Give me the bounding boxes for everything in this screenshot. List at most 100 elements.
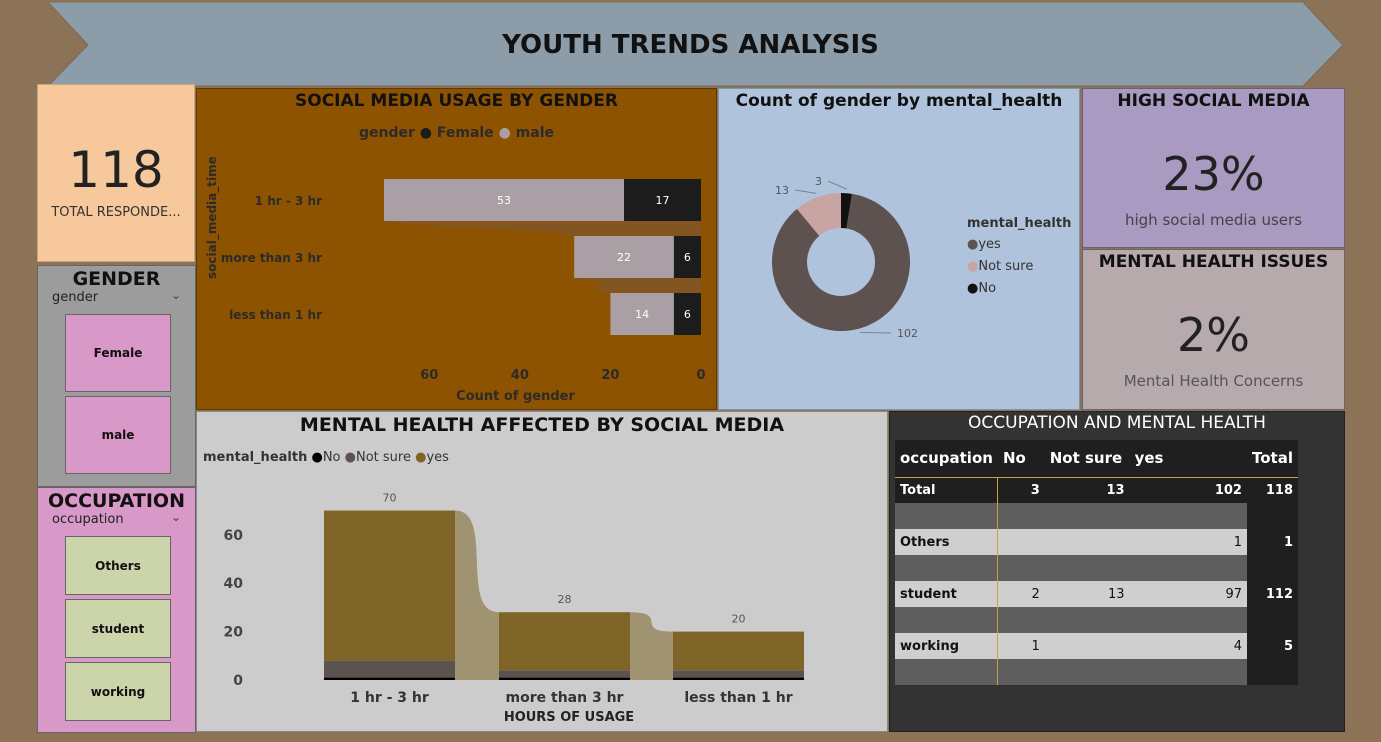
usage-by-gender-chart: 17 53 1 hr - 3 hr 6 22 more than 3 hr 6 14 less …: [221, 179, 706, 383]
data-label: 53: [497, 194, 511, 207]
total-respondents-card[interactable]: 118 TOTAL RESPONDE...: [37, 84, 195, 262]
data-label: 6: [684, 251, 691, 264]
mental-health-issues-title: MENTAL HEALTH ISSUES: [1098, 252, 1329, 272]
donut-slice: [796, 193, 841, 236]
table-cell: [1045, 633, 1130, 659]
mental-health-by-usage-panel: MENTAL HEALTH AFFECTED BY SOCIAL MEDIA m…: [196, 411, 888, 732]
bar-female: [673, 293, 701, 335]
x-tick-label: 20: [601, 368, 619, 383]
high-social-media-card[interactable]: HIGH SOCIAL MEDIA 23% high social media …: [1082, 88, 1345, 248]
header-banner: YOUTH TRENDS ANALYSIS: [38, 2, 1343, 87]
x-tick-label: 0: [696, 368, 705, 383]
ribbon-connector: [574, 278, 701, 293]
legend-entry-no[interactable]: ●No: [967, 281, 1071, 296]
table-row[interactable]: student 2 13 97 112: [895, 581, 1298, 607]
table-spacer-row: [895, 503, 1298, 529]
y-tick-label: 0: [233, 673, 243, 689]
bar-male: [384, 179, 625, 221]
category-label: more than 3 hr: [221, 251, 322, 265]
x-tick-label: 60: [420, 368, 438, 383]
table-cell: 102: [1214, 482, 1242, 498]
banner-shape: [46, 2, 1343, 87]
data-label: 17: [656, 194, 670, 207]
dashboard-title: YOUTH TRENDS ANALYSIS: [502, 30, 879, 60]
mental-health-issues-card[interactable]: MENTAL HEALTH ISSUES 2% Mental Health Co…: [1082, 249, 1345, 410]
occupation-slicer: OCCUPATION occupation ⌄ Others student w…: [37, 487, 196, 733]
chevron-down-icon[interactable]: ⌄: [170, 288, 181, 302]
occupation-slicer-field: occupation: [52, 512, 124, 527]
bar-segment: [499, 670, 630, 678]
column-header[interactable]: occupation: [900, 449, 993, 468]
total-respondents-label: TOTAL RESPONDE...: [51, 205, 181, 220]
data-label: 28: [558, 593, 572, 606]
gender-by-mental-health-panel: Count of gender by mental_health 102 13 3 …: [718, 88, 1080, 410]
legend-entry-not-sure[interactable]: Not sure: [356, 450, 411, 465]
y-tick-label: 40: [224, 576, 244, 592]
table-cell: 112: [1246, 581, 1298, 607]
column-header[interactable]: No: [1002, 449, 1026, 468]
data-label: 6: [684, 308, 691, 321]
legend-dot-icon: ●: [967, 237, 979, 252]
mental-health-xlabel: HOURS OF USAGE: [503, 710, 635, 725]
bar-segment: [673, 670, 804, 678]
chevron-down-icon[interactable]: ⌄: [170, 510, 181, 524]
gender-option-female[interactable]: Female: [65, 314, 171, 392]
table-cell: Others: [900, 534, 950, 550]
gender-option-male[interactable]: male: [65, 396, 171, 474]
legend-dot-icon: ●: [498, 125, 511, 141]
data-label: 3: [815, 175, 822, 188]
category-label: 1 hr - 3 hr: [350, 690, 429, 706]
occupation-table: occupation No Not sure yes Total Total 3…: [895, 440, 1298, 685]
legend-label: yes: [978, 237, 1001, 252]
occupation-option-working[interactable]: working: [65, 662, 171, 721]
table-cell: [1045, 529, 1130, 555]
gender-slicer-header[interactable]: gender ⌄: [38, 288, 195, 308]
mental-health-issues-label: Mental Health Concerns: [1123, 372, 1304, 390]
usage-by-gender-title: SOCIAL MEDIA USAGE BY GENDER: [295, 91, 618, 111]
x-tick-label: 40: [511, 368, 529, 383]
data-label: 102: [897, 327, 918, 340]
bar-segment: [499, 677, 630, 680]
leader-line: [794, 189, 817, 194]
occupation-option-others[interactable]: Others: [65, 536, 171, 595]
table-cell: 4: [1233, 638, 1242, 654]
occupation-slicer-title: OCCUPATION: [48, 490, 185, 512]
ribbon-connector: [384, 221, 701, 236]
category-label: less than 1 hr: [684, 690, 792, 706]
occupation-option-student[interactable]: student: [65, 599, 171, 658]
category-label: more than 3 hr: [506, 690, 624, 706]
bar-segment: [499, 612, 630, 671]
table-cell: student: [900, 586, 957, 602]
table-row[interactable]: Others 1 1: [895, 529, 1298, 555]
table-cell: 118: [1265, 482, 1293, 498]
table-spacer-row: [895, 555, 1298, 581]
legend-entry-not-sure[interactable]: ●Not sure: [967, 259, 1071, 274]
y-tick-label: 60: [224, 528, 244, 544]
data-label: 20: [732, 613, 746, 626]
column-header[interactable]: yes: [1134, 449, 1164, 468]
occupation-slicer-header[interactable]: occupation ⌄: [38, 510, 195, 530]
bar-female: [624, 179, 701, 221]
y-tick-label: 20: [224, 625, 244, 641]
legend-entry-male[interactable]: male: [515, 125, 554, 141]
table-cell: 2: [997, 581, 1045, 607]
legend-entry-female[interactable]: Female: [436, 125, 494, 141]
legend-entry-yes[interactable]: ●yes: [967, 237, 1071, 252]
mental-health-legend: mental_health ●No ●Not sure ●yes: [203, 450, 449, 465]
leader-line: [827, 180, 848, 190]
column-header[interactable]: Not sure: [1049, 449, 1123, 468]
bar-segment: [673, 677, 804, 680]
legend-entry-no[interactable]: No: [322, 450, 341, 465]
donut-title: Count of gender by mental_health: [735, 91, 1063, 111]
table-cell: 1: [1246, 529, 1298, 555]
high-social-media-label: high social media users: [1124, 211, 1303, 229]
legend-dot-icon: ●: [415, 450, 427, 465]
category-label: 1 hr - 3 hr: [255, 194, 322, 208]
donut-slice: [772, 193, 910, 331]
legend-title: mental_health: [203, 450, 308, 465]
table-row[interactable]: working 1 4 5: [895, 633, 1298, 659]
column-header[interactable]: Total: [1252, 449, 1293, 468]
donut-legend-title: mental_health: [967, 216, 1072, 231]
bar-segment: [324, 660, 455, 678]
legend-entry-yes[interactable]: yes: [426, 450, 449, 465]
